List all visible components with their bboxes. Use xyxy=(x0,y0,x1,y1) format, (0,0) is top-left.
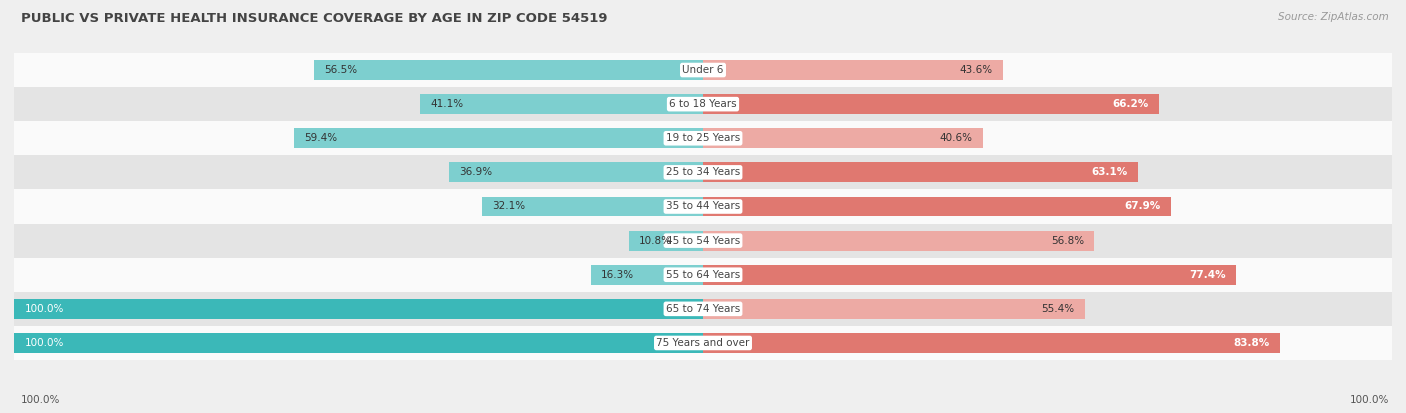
Bar xyxy=(703,128,983,148)
Bar xyxy=(14,87,1392,121)
Text: 100.0%: 100.0% xyxy=(24,338,63,348)
Text: 66.2%: 66.2% xyxy=(1112,99,1149,109)
Bar xyxy=(628,231,703,251)
Bar xyxy=(14,258,1392,292)
Bar xyxy=(294,128,703,148)
Text: 55 to 64 Years: 55 to 64 Years xyxy=(666,270,740,280)
Bar xyxy=(703,60,1004,80)
Text: 56.8%: 56.8% xyxy=(1050,236,1084,246)
Text: 55.4%: 55.4% xyxy=(1042,304,1074,314)
Bar xyxy=(14,155,1392,190)
Text: 43.6%: 43.6% xyxy=(960,65,993,75)
Text: 25 to 34 Years: 25 to 34 Years xyxy=(666,167,740,177)
Bar xyxy=(703,333,1281,353)
Text: Under 6: Under 6 xyxy=(682,65,724,75)
Bar xyxy=(703,94,1159,114)
Text: 59.4%: 59.4% xyxy=(304,133,337,143)
Text: 56.5%: 56.5% xyxy=(323,65,357,75)
Text: 83.8%: 83.8% xyxy=(1233,338,1270,348)
Text: 100.0%: 100.0% xyxy=(24,304,63,314)
Bar xyxy=(703,162,1137,182)
Bar xyxy=(591,265,703,285)
Bar xyxy=(14,53,1392,87)
Text: PUBLIC VS PRIVATE HEALTH INSURANCE COVERAGE BY AGE IN ZIP CODE 54519: PUBLIC VS PRIVATE HEALTH INSURANCE COVER… xyxy=(21,12,607,25)
Bar xyxy=(703,197,1171,216)
Bar xyxy=(14,299,703,319)
Text: 77.4%: 77.4% xyxy=(1189,270,1226,280)
Bar xyxy=(14,223,1392,258)
Text: 75 Years and over: 75 Years and over xyxy=(657,338,749,348)
Bar xyxy=(314,60,703,80)
Text: 19 to 25 Years: 19 to 25 Years xyxy=(666,133,740,143)
Text: Source: ZipAtlas.com: Source: ZipAtlas.com xyxy=(1278,12,1389,22)
Bar xyxy=(14,292,1392,326)
Text: 36.9%: 36.9% xyxy=(460,167,492,177)
Text: 67.9%: 67.9% xyxy=(1125,202,1160,211)
Bar xyxy=(14,326,1392,360)
Text: 16.3%: 16.3% xyxy=(600,270,634,280)
Bar xyxy=(420,94,703,114)
Text: 6 to 18 Years: 6 to 18 Years xyxy=(669,99,737,109)
Bar xyxy=(703,265,1236,285)
Text: 65 to 74 Years: 65 to 74 Years xyxy=(666,304,740,314)
Text: 35 to 44 Years: 35 to 44 Years xyxy=(666,202,740,211)
Bar xyxy=(14,190,1392,223)
Text: 10.8%: 10.8% xyxy=(638,236,672,246)
Text: 32.1%: 32.1% xyxy=(492,202,526,211)
Text: 41.1%: 41.1% xyxy=(430,99,464,109)
Text: 100.0%: 100.0% xyxy=(21,395,60,405)
Bar xyxy=(703,231,1094,251)
Bar xyxy=(14,121,1392,155)
Text: 63.1%: 63.1% xyxy=(1091,167,1128,177)
Bar xyxy=(482,197,703,216)
Text: 45 to 54 Years: 45 to 54 Years xyxy=(666,236,740,246)
Bar xyxy=(703,299,1084,319)
Text: 100.0%: 100.0% xyxy=(1350,395,1389,405)
Text: 40.6%: 40.6% xyxy=(939,133,973,143)
Bar xyxy=(14,333,703,353)
Bar xyxy=(449,162,703,182)
